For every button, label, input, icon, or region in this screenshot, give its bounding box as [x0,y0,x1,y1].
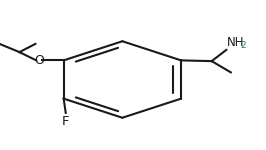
Text: O: O [35,54,44,67]
Text: NH: NH [227,36,244,50]
Text: F: F [62,115,69,128]
Text: 2: 2 [241,42,246,51]
